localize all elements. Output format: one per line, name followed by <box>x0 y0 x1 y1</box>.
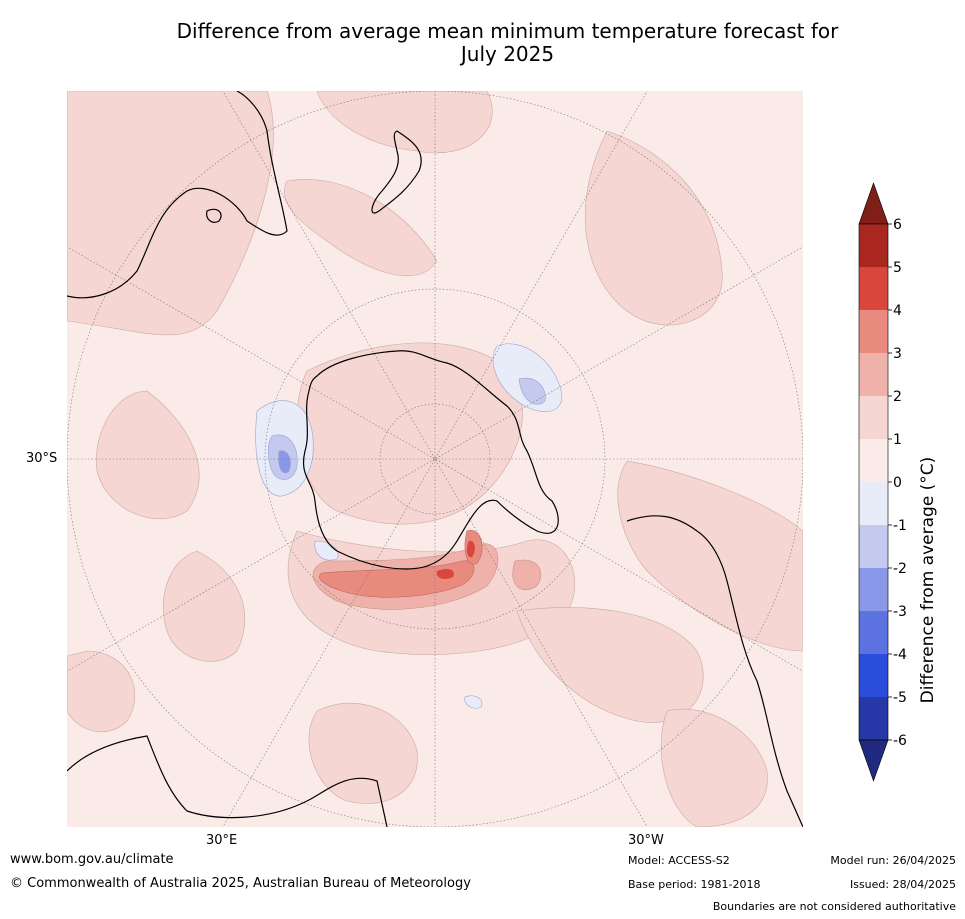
colorbar-label: Difference from average (°C) <box>918 457 938 704</box>
antarctica-coast <box>303 350 559 570</box>
colorbar-tick-label: -3 <box>893 604 907 620</box>
colorbar-tick-label: 6 <box>893 217 902 233</box>
tasmania-coast <box>206 208 222 223</box>
colorbar-segment <box>859 568 888 611</box>
colorbar-tick-label: -4 <box>893 647 907 663</box>
footer-issued: Issued: 28/04/2025 <box>849 878 956 891</box>
colorbar-tick-label: -5 <box>893 690 907 706</box>
footer-website: www.bom.gov.au/climate <box>10 852 174 867</box>
colorbar-tick-label: -6 <box>893 733 907 749</box>
colorbar-ticks: 6 5 4 3 2 1 0 -1 -2 -3 -4 -5 -6 <box>888 217 907 749</box>
lat-label-30s: 30°S <box>26 451 58 466</box>
lon-label-30e: 30°E <box>206 833 238 848</box>
footer-model: Model: ACCESS-S2 <box>628 854 730 867</box>
colorbar-segment <box>859 224 888 267</box>
colorbar-tick-label: 3 <box>893 346 902 362</box>
map-title: Difference from average mean minimum tem… <box>60 20 955 66</box>
colorbar-segment <box>859 267 888 310</box>
colorbar-extend-min <box>858 739 889 782</box>
africa-coast <box>67 735 388 827</box>
colorbar-tick-label: 0 <box>893 475 902 491</box>
footer-base-period: Base period: 1981-2018 <box>628 878 761 891</box>
anomaly-negative <box>255 343 563 709</box>
colorbar-tick-label: 4 <box>893 303 902 319</box>
lon-label-30w: 30°W <box>628 833 664 848</box>
title-line-2: July 2025 <box>460 42 555 66</box>
footer-model-run: Model run: 26/04/2025 <box>830 854 956 867</box>
colorbar-segment <box>859 482 888 525</box>
anomaly-3-4 <box>436 540 475 579</box>
australia-coast <box>67 91 288 299</box>
colorbar-segment <box>859 525 888 568</box>
coastlines <box>67 91 803 827</box>
south-america-coast <box>626 515 803 827</box>
anomaly-0-1 <box>67 91 803 827</box>
new-zealand-coast <box>371 130 422 214</box>
colorbar-segment <box>859 439 888 482</box>
colorbar-segment <box>859 654 888 697</box>
polar-map <box>67 91 803 827</box>
colorbar-segment <box>859 396 888 439</box>
colorbar-segment <box>859 611 888 654</box>
colorbar-tick-label: 2 <box>893 389 902 405</box>
colorbar-tick-label: 5 <box>893 260 902 276</box>
colorbar-tick-label: -1 <box>893 518 907 534</box>
footer-disclaimer: Boundaries are not considered authoritat… <box>712 900 956 913</box>
colorbar-segment <box>859 310 888 353</box>
footer-copyright: © Commonwealth of Australia 2025, Austra… <box>10 876 471 891</box>
colorbar-blocks <box>858 182 889 782</box>
colorbar-segment <box>859 353 888 396</box>
graticule <box>67 91 803 827</box>
colorbar-tick-label: -2 <box>893 561 907 577</box>
colorbar-tick-label: 1 <box>893 432 902 448</box>
colorbar-segment <box>859 697 888 740</box>
colorbar: 6 5 4 3 2 1 0 -1 -2 -3 -4 -5 -6 Difference from aver… <box>858 182 938 782</box>
colorbar-extend-max <box>858 182 889 225</box>
title-line-1: Difference from average mean minimum tem… <box>176 19 839 43</box>
